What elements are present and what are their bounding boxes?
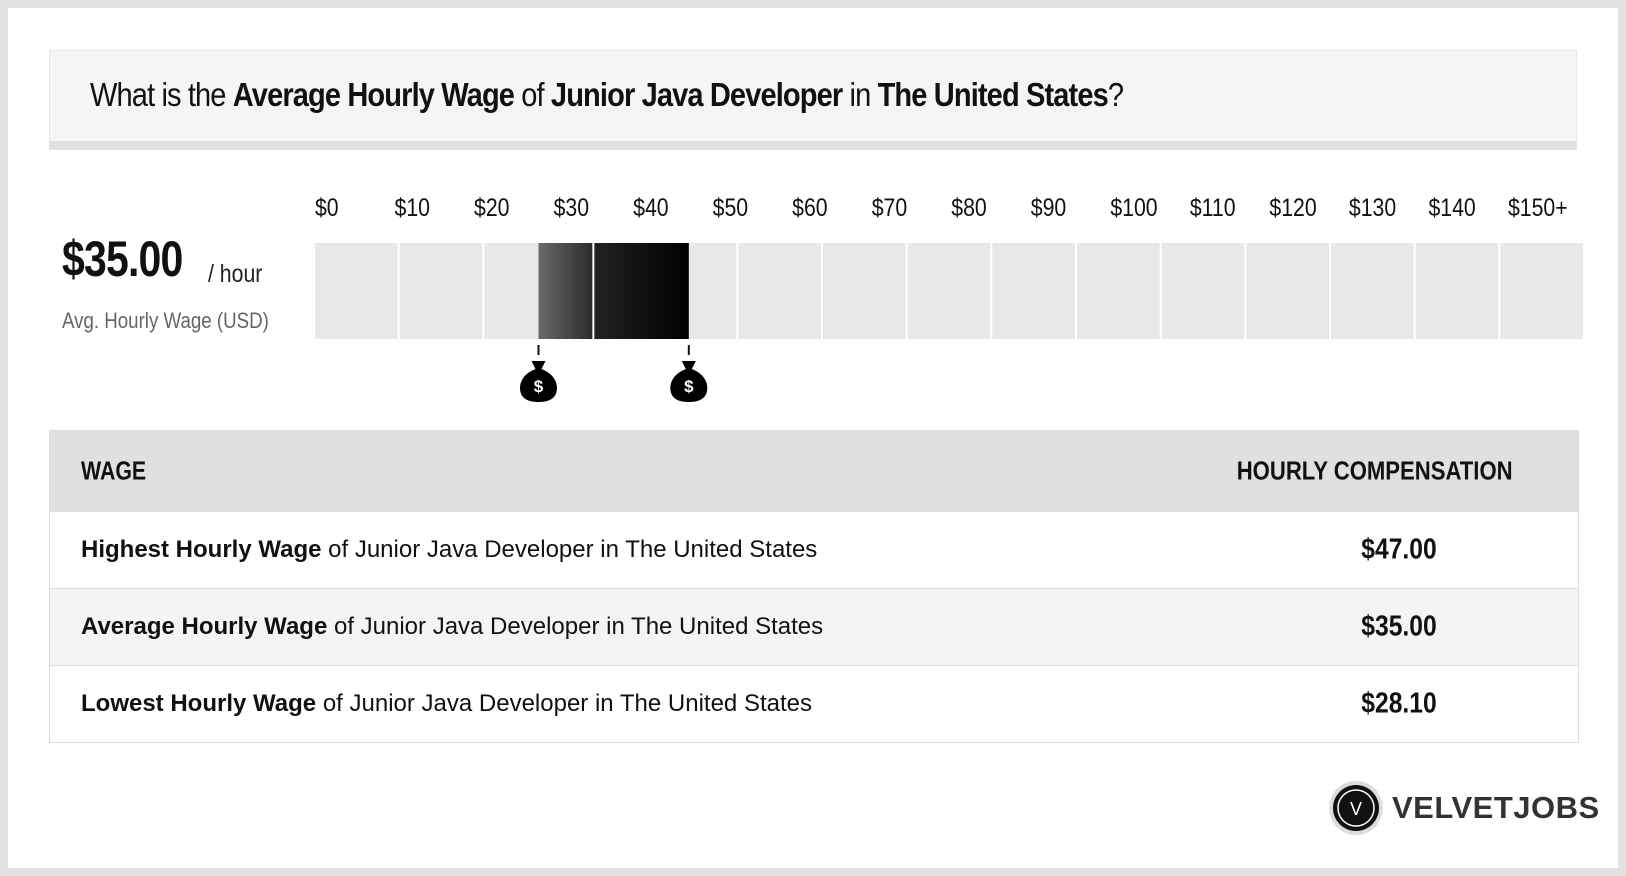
x-tick-label: $20	[474, 193, 509, 221]
bar-cell	[907, 243, 991, 339]
bar-cell	[738, 243, 821, 339]
bar-cell	[1500, 243, 1583, 339]
header-cell: WAGE	[81, 455, 147, 486]
x-tick-label: $130	[1349, 193, 1396, 221]
row-bold: Lowest Hourly Wage	[81, 690, 317, 717]
money-sign: $	[534, 377, 544, 396]
money-bag	[520, 361, 557, 402]
row-text: of Junior Java Developer in The United S…	[333, 613, 824, 640]
bar-cell	[399, 243, 483, 339]
x-tick-label: $0	[315, 193, 339, 221]
x-tick-label: $140	[1428, 193, 1475, 221]
brand-name: VELVETJOBS	[1392, 790, 1600, 825]
x-tick-label: $60	[792, 193, 827, 221]
x-tick-label: $120	[1269, 193, 1316, 221]
table-header: WAGE HOURLY COMPENSATION	[50, 431, 1578, 511]
row-bold: Average Hourly Wage	[81, 613, 328, 640]
bar-cell	[1415, 243, 1499, 339]
title: What is the Average Hourly Wage of Junio…	[90, 76, 1124, 114]
x-tick-label: $80	[951, 193, 986, 221]
x-tick-label: $40	[633, 193, 668, 221]
table-row: Lowest Hourly Wage of Junior Java Develo…	[50, 665, 1578, 742]
x-tick-label: $150+	[1508, 193, 1568, 221]
range-chart: $0 $10 $20 $30 $40 $50 $60 $70 $80 $90 $100 $110 $12…	[315, 193, 1583, 402]
summary-label: Avg. Hourly Wage (USD)	[62, 308, 269, 333]
title-text: ?	[1107, 76, 1124, 113]
row-label: Average Hourly Wage of Junior Java Devel…	[81, 613, 823, 641]
x-tick-label: $110	[1190, 193, 1236, 221]
title-text: Junior Java Developer	[550, 76, 843, 113]
row-value: $35.00	[1361, 610, 1437, 643]
row-text: of Junior Java Developer in The United S…	[322, 690, 812, 717]
brand-logo-letter: V	[1350, 799, 1362, 819]
title-text: What is the	[90, 76, 226, 113]
x-tick-label: $70	[872, 193, 907, 221]
range-avg-high	[593, 243, 689, 339]
title-text: Average Hourly Wage	[232, 76, 515, 113]
money-sign: $	[684, 377, 694, 396]
summary-value: $35.00	[62, 231, 183, 287]
summary-unit: / hour	[208, 260, 263, 288]
x-tick-label: $50	[713, 193, 748, 221]
money-marker: $	[670, 345, 708, 402]
x-tick-label: $100	[1110, 193, 1157, 221]
bar-cell	[1161, 243, 1245, 339]
title-text: in	[849, 76, 872, 113]
row-bold: Highest Hourly Wage	[81, 536, 322, 563]
row-value: $28.10	[1361, 687, 1437, 720]
x-tick-label: $30	[554, 193, 589, 221]
title-text: The United States	[877, 76, 1109, 113]
wage-table: WAGE HOURLY COMPENSATION Highest Hourly …	[49, 430, 1579, 743]
bar-cell	[1331, 243, 1414, 339]
header: What is the Average Hourly Wage of Junio…	[49, 50, 1577, 150]
bar-cell	[992, 243, 1075, 339]
money-marker: $	[520, 345, 557, 402]
row-label: Lowest Hourly Wage of Junior Java Develo…	[81, 690, 812, 718]
x-tick-label: $10	[395, 193, 430, 221]
range-low-avg	[538, 243, 594, 339]
row-label: Highest Hourly Wage of Junior Java Devel…	[81, 536, 817, 564]
row-text: of Junior Java Developer in The United S…	[328, 536, 818, 563]
table-row: Average Hourly Wage of Junior Java Devel…	[50, 588, 1578, 665]
header-cell: HOURLY COMPENSATION	[1236, 455, 1513, 486]
bar-cell	[315, 243, 398, 339]
row-value: $47.00	[1361, 533, 1437, 566]
bar-cell	[1077, 243, 1160, 339]
bar-cell	[1246, 243, 1329, 339]
title-text: of	[521, 76, 544, 113]
bar-cell	[823, 243, 906, 339]
x-tick-label: $90	[1031, 193, 1066, 221]
money-bag	[670, 361, 708, 402]
table-row: Highest Hourly Wage of Junior Java Devel…	[50, 511, 1578, 588]
brand-logo: V	[1329, 781, 1383, 835]
